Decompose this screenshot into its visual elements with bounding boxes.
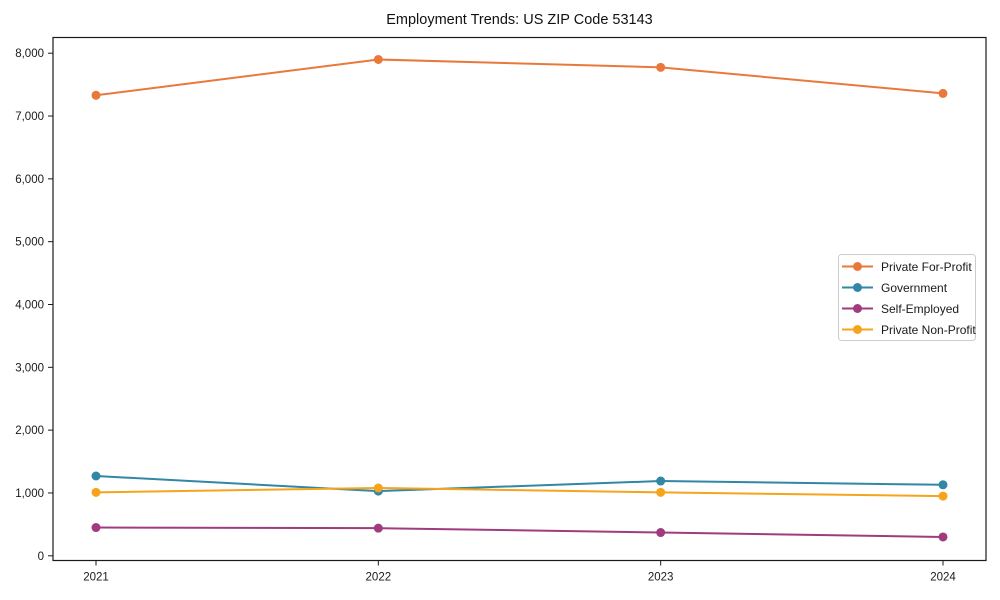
y-tick-label: 6,000 <box>15 174 44 186</box>
y-tick-label: 4,000 <box>15 299 44 311</box>
data-point-government-2024 <box>938 480 948 490</box>
data-point-self-employed-2021 <box>91 523 101 533</box>
legend: Private For-Profit Government Self-Employe… <box>838 254 976 341</box>
series-line-government <box>95 475 944 493</box>
data-point-self-employed-2022 <box>373 523 383 533</box>
legend-label-private-for-profit: Private For-Profit <box>881 260 972 274</box>
axes-layer: 0 1,000 2,000 3,000 4,000 5,000 6,000 7,000 8,00… <box>15 36 987 584</box>
data-point-private-for-profit-2022 <box>373 54 383 64</box>
x-tick-label: 2024 <box>930 572 956 584</box>
x-tick-label: 2023 <box>648 572 674 584</box>
legend-box <box>838 254 976 341</box>
data-point-government-2023 <box>656 476 666 486</box>
legend-item-self-employed: Self-Employed <box>842 302 959 316</box>
chart-title: Employment Trends: US ZIP Code 53143 <box>386 12 653 28</box>
series-layer <box>91 54 948 542</box>
legend-label-private-non-profit: Private Non-Profit <box>881 323 976 337</box>
legend-label-government: Government <box>881 281 948 295</box>
series-line-private-for-profit <box>95 58 944 97</box>
y-tick-label: 0 <box>38 551 44 563</box>
x-tick-label: 2022 <box>366 572 392 584</box>
data-point-self-employed-2024 <box>938 532 948 542</box>
y-tick-label: 5,000 <box>15 237 44 249</box>
data-point-private-non-profit-2023 <box>656 487 666 497</box>
data-point-private-for-profit-2023 <box>656 62 666 72</box>
legend-item-private-non-profit: Private Non-Profit <box>842 323 976 337</box>
y-tick-label: 3,000 <box>15 362 44 374</box>
data-point-private-non-profit-2022 <box>373 483 383 493</box>
legend-item-government: Government <box>842 281 948 295</box>
series-line-self-employed <box>95 526 944 538</box>
plot-border <box>52 36 987 562</box>
data-point-private-for-profit-2021 <box>91 90 101 100</box>
legend-item-private-for-profit: Private For-Profit <box>842 260 972 274</box>
y-tick-label: 8,000 <box>15 48 44 60</box>
data-point-private-non-profit-2021 <box>91 487 101 497</box>
x-tick-label: 2021 <box>83 572 109 584</box>
data-point-self-employed-2023 <box>656 528 666 538</box>
series-line-private-non-profit <box>95 486 944 498</box>
legend-marker-private-for-profit <box>853 262 862 271</box>
legend-marker-private-non-profit <box>853 325 862 334</box>
y-tick-label: 7,000 <box>15 111 44 123</box>
y-tick-label: 2,000 <box>15 425 44 437</box>
y-tick-label: 1,000 <box>15 488 44 500</box>
legend-label-self-employed: Self-Employed <box>881 302 959 316</box>
data-point-government-2021 <box>91 471 101 481</box>
legend-marker-self-employed <box>853 304 862 313</box>
data-point-private-for-profit-2024 <box>938 88 948 98</box>
legend-marker-government <box>853 283 862 292</box>
data-point-private-non-profit-2024 <box>938 491 948 501</box>
